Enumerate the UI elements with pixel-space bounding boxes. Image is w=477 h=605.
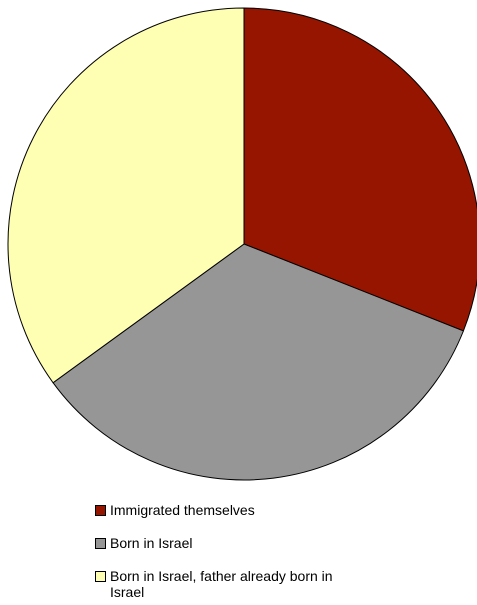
legend-swatch [95, 505, 106, 516]
pie-area [7, 7, 477, 481]
legend-label: Born in Israel, father already born in I… [110, 568, 333, 600]
pie-slice [7, 7, 245, 384]
legend-label: Born in Israel [110, 535, 193, 551]
legend: Immigrated themselves Born in Israel Born … [95, 502, 365, 605]
pie-slice [243, 7, 477, 332]
legend-item: Born in Israel [95, 535, 365, 551]
legend-item: Immigrated themselves [95, 502, 365, 518]
legend-item: Born in Israel, father already born in I… [95, 568, 365, 600]
pie-slice [52, 243, 465, 481]
legend-swatch [95, 538, 106, 549]
legend-label: Immigrated themselves [110, 502, 255, 518]
legend-swatch [95, 571, 106, 582]
